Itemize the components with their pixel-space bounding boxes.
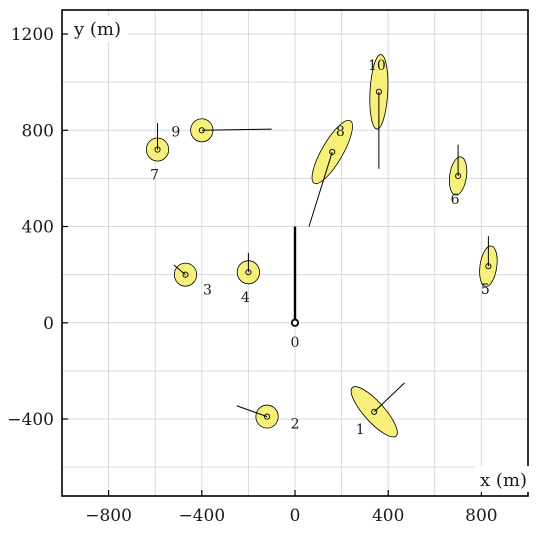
point-marker [154, 146, 161, 153]
point-marker [182, 271, 189, 278]
origin-label: 0 [291, 335, 300, 351]
direction-line [373, 382, 405, 413]
point-label: 8 [336, 124, 345, 140]
x-axis-label: x (m) [480, 470, 527, 491]
point-2: 2 [236, 404, 300, 433]
x-tick-label: −400 [178, 506, 225, 526]
x-tick-label: 0 [290, 506, 301, 526]
point-3: 3 [173, 262, 212, 299]
point-label: 3 [203, 283, 212, 299]
y-axis-label-group: y (m) [68, 16, 128, 42]
x-tick-label: 400 [372, 506, 404, 526]
x-tick-label: 800 [465, 506, 497, 526]
point-marker [455, 172, 462, 180]
y-tick-label: 400 [22, 218, 54, 238]
point-7: 7 [145, 123, 170, 184]
point-marker [245, 269, 252, 276]
point-label: 6 [451, 192, 460, 208]
point-1: 1 [350, 382, 405, 438]
y-axis-label-bg [68, 16, 128, 42]
direction-line [308, 151, 333, 227]
point-marker [375, 88, 382, 95]
point-10: 10 [368, 54, 389, 169]
origin-marker [290, 318, 300, 327]
point-marker [371, 408, 378, 415]
error-ellipse [311, 119, 353, 185]
point-label: 5 [481, 282, 490, 298]
point-6: 6 [448, 144, 468, 208]
y-tick-label: 0 [43, 314, 54, 334]
point-5: 5 [479, 236, 498, 298]
point-label: 9 [171, 124, 180, 140]
x-axis-label-bg [474, 466, 534, 492]
y-tick-label: 800 [22, 121, 54, 141]
point-label: 10 [368, 58, 386, 74]
chart-marks: 0 1 2 3 4 5 6 7 8 9 10 [145, 54, 498, 438]
plot-frame [61, 9, 529, 497]
point-4: 4 [236, 253, 260, 306]
x-axis-label-group: x (m) [474, 466, 534, 492]
point-marker [329, 148, 336, 156]
x-tick-label: −800 [85, 506, 132, 526]
direction-line [201, 128, 272, 131]
tick-labels: −800 −400 0 400 800 −400 0 400 800 1200 [7, 25, 497, 526]
direction-line [236, 405, 268, 418]
point-marker [198, 127, 205, 134]
y-tick-label: −400 [7, 410, 54, 430]
y-tick-label: 1200 [11, 25, 54, 45]
point-9: 9 [171, 118, 272, 143]
point-8: 8 [308, 119, 353, 227]
y-axis-label: y (m) [73, 19, 121, 40]
point-marker [263, 413, 271, 420]
point-label: 4 [241, 290, 250, 306]
point-label: 1 [356, 422, 365, 438]
point-label: 2 [291, 417, 300, 433]
point-label: 7 [150, 168, 159, 184]
point-marker [485, 263, 492, 270]
